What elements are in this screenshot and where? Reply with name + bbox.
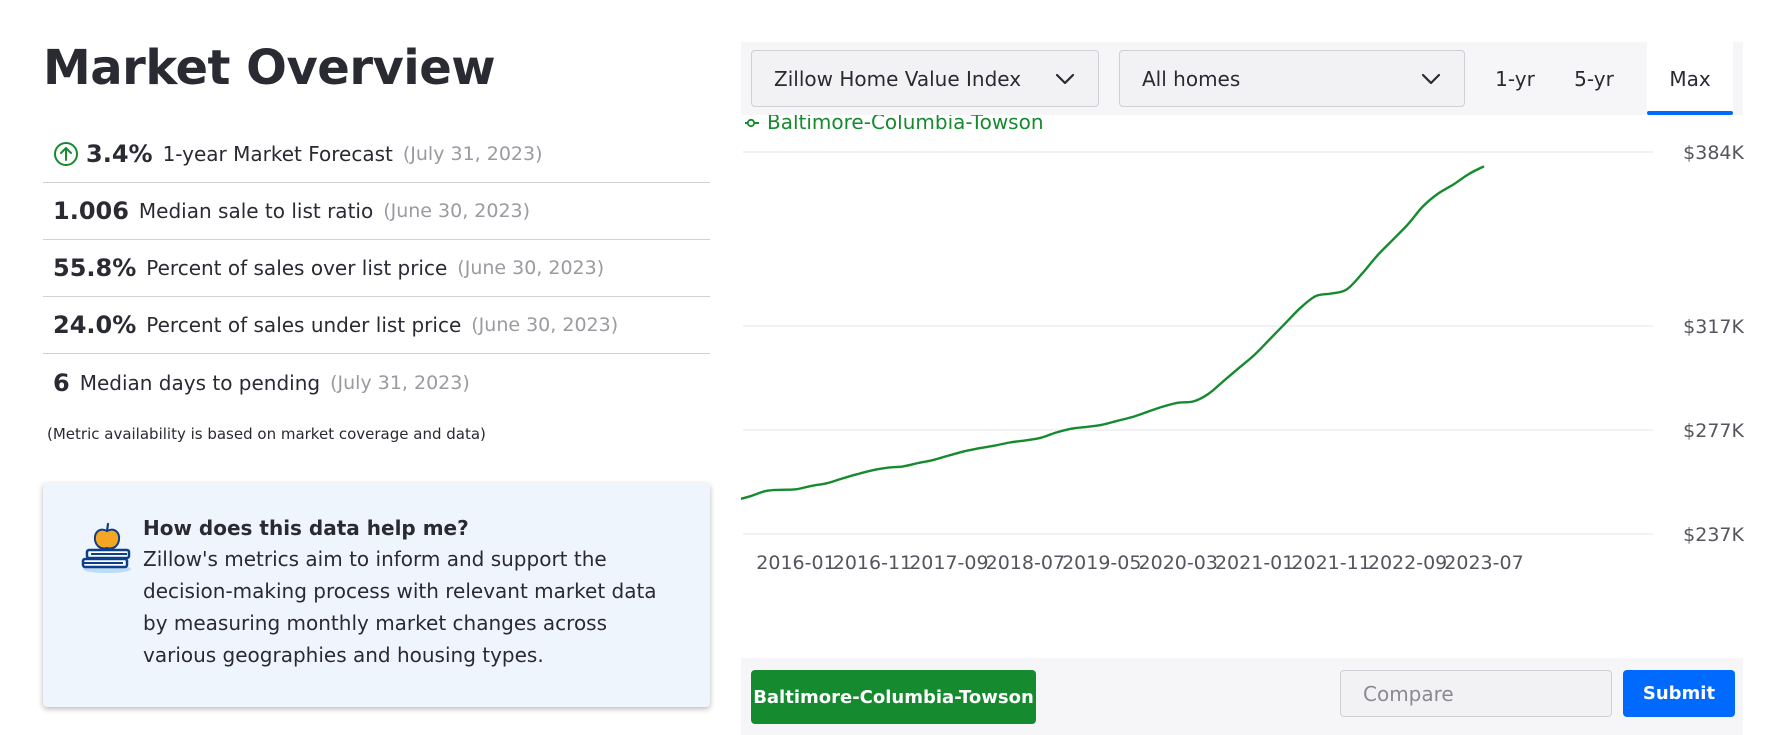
metric-date: (July 31, 2023) (330, 371, 470, 394)
metric-label: Percent of sales under list price (146, 313, 462, 337)
legend-marker-dot (746, 118, 756, 128)
help-body: Zillow's metrics aim to inform and suppo… (143, 547, 657, 667)
chevron-down-icon (1055, 73, 1075, 85)
compare-input[interactable] (1340, 670, 1612, 717)
metric-row-days-to-pending: 6 Median days to pending (July 31, 2023) (43, 354, 710, 411)
x-tick-label: 2020-03 (1139, 552, 1218, 574)
x-tick-label: 2023-07 (1444, 552, 1523, 574)
arrow-up-circle-icon (54, 142, 78, 166)
page-title: Market Overview (43, 40, 496, 96)
metrics-note: (Metric availability is based on market … (47, 425, 486, 443)
home-type-select[interactable]: All homes (1119, 50, 1465, 107)
y-tick-label: $277K (1683, 420, 1744, 442)
compare-bar: Baltimore-Columbia-Towson Submit (741, 658, 1743, 735)
x-tick-label: 2019-05 (1062, 552, 1141, 574)
y-tick-label: $237K (1683, 524, 1744, 546)
metric-date: (June 30, 2023) (383, 200, 531, 222)
metric-row-sale-to-list: 1.006 Median sale to list ratio (June 30… (43, 183, 710, 240)
metric-value: 24.0% (53, 311, 137, 339)
metric-date: (June 30, 2023) (457, 257, 605, 279)
metrics-list: 3.4% 1-year Market Forecast (July 31, 20… (43, 126, 710, 411)
x-tick-label: 2022-09 (1368, 552, 1447, 574)
chart-controls: Zillow Home Value Index All homes 1-yr 5… (741, 42, 1743, 115)
y-tick-label: $317K (1683, 316, 1744, 338)
range-tab-1yr[interactable]: 1-yr (1495, 66, 1535, 91)
submit-button[interactable]: Submit (1623, 670, 1735, 717)
home-type-select-value: All homes (1142, 66, 1241, 91)
home-value-chart: Baltimore-Columbia-Towson $384K $317K $277K… (719, 110, 1765, 655)
legend-label: Baltimore-Columbia-Towson (767, 115, 1044, 134)
help-title: How does this data help me? (143, 516, 469, 540)
series-line (719, 165, 1485, 504)
market-overview-panel: Market Overview 3.4% 1-year Market Forec… (43, 36, 710, 443)
range-tab-max[interactable]: Max (1647, 42, 1733, 115)
range-tab-5yr[interactable]: 5-yr (1574, 66, 1614, 91)
metric-date: (July 31, 2023) (402, 143, 543, 165)
x-tick-label: 2016-11 (833, 552, 912, 574)
index-select[interactable]: Zillow Home Value Index (751, 50, 1099, 107)
index-select-value: Zillow Home Value Index (774, 66, 1022, 91)
help-card: How does this data help me? Zillow's met… (43, 483, 710, 707)
books-apple-icon (81, 522, 131, 573)
metric-date: (June 30, 2023) (471, 314, 619, 336)
metric-label: Median days to pending (79, 370, 321, 395)
x-tick-label: 2017-09 (909, 552, 988, 574)
metric-row-over-list: 55.8% Percent of sales over list price (… (43, 240, 710, 297)
metric-row-under-list: 24.0% Percent of sales under list price … (43, 297, 710, 354)
x-tick-label: 2021-01 (1215, 552, 1294, 574)
region-chip[interactable]: Baltimore-Columbia-Towson (751, 670, 1036, 724)
metric-label: 1-year Market Forecast (162, 142, 393, 166)
metric-row-forecast: 3.4% 1-year Market Forecast (July 31, 20… (43, 126, 710, 183)
metric-value: 3.4% (86, 140, 153, 168)
metric-value: 1.006 (53, 197, 129, 225)
metric-value: 55.8% (53, 254, 137, 282)
metric-value: 6 (53, 368, 70, 397)
chevron-down-icon (1421, 73, 1441, 85)
y-tick-label: $384K (1683, 142, 1744, 164)
metric-label: Percent of sales over list price (146, 256, 448, 280)
x-tick-label: 2016-01 (756, 552, 835, 574)
metric-label: Median sale to list ratio (138, 199, 374, 223)
line-chart: Baltimore-Columbia-Towson $384K $317K $277K… (719, 110, 1745, 574)
x-tick-label: 2018-07 (986, 552, 1065, 574)
x-tick-label: 2021-11 (1291, 552, 1370, 574)
